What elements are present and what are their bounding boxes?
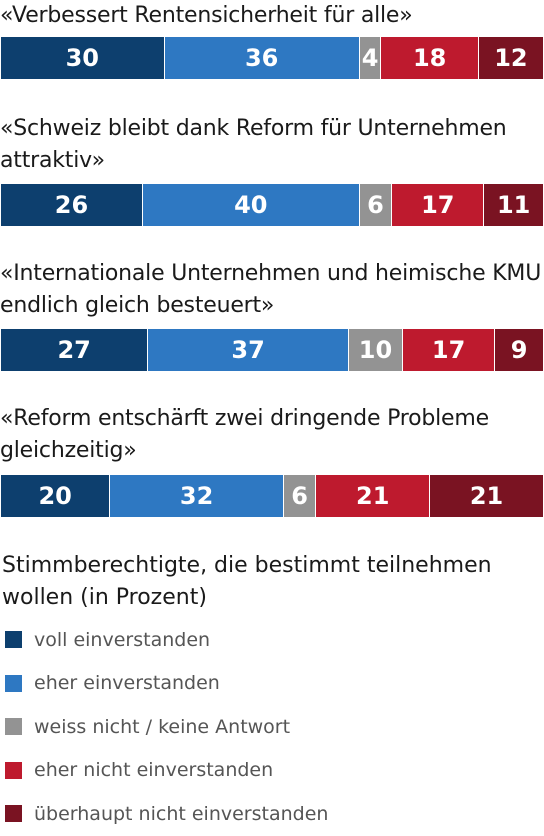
data-label: 9 xyxy=(510,336,528,364)
bar-segment: 21 xyxy=(315,475,430,517)
legend-label: überhaupt nicht einverstanden xyxy=(34,802,329,825)
legend-label: weiss nicht / keine Antwort xyxy=(34,715,291,738)
bar-segment: 20 xyxy=(1,475,110,517)
data-label: 12 xyxy=(494,44,528,72)
bar-segment: 18 xyxy=(380,37,478,79)
bar-segment: 30 xyxy=(1,37,164,79)
bar-segment: 40 xyxy=(141,184,359,226)
legend-swatch xyxy=(5,631,22,649)
bar-segment: 9 xyxy=(494,329,543,371)
stacked-bar: 26 40 6 17 11 xyxy=(1,184,543,226)
question-label: «Schweiz bleibt dank Reform für Unterneh… xyxy=(0,116,507,173)
data-label: 36 xyxy=(244,44,279,72)
bar-segment: 12 xyxy=(477,37,543,79)
data-label: 27 xyxy=(57,336,91,364)
question-label: «Verbessert Rentensicherheit für alle» xyxy=(0,3,413,28)
legend-item: weiss nicht / keine Antwort xyxy=(0,705,544,749)
data-label: 17 xyxy=(431,336,466,364)
legend-label: eher nicht einverstanden xyxy=(34,759,274,782)
bar-segment: 4 xyxy=(358,37,381,79)
data-label: 37 xyxy=(231,336,265,364)
bar-segment: 11 xyxy=(483,184,543,226)
data-label: 6 xyxy=(291,482,308,510)
bar-segment: 36 xyxy=(163,37,359,79)
legend-item: überhaupt nicht einverstanden xyxy=(0,792,544,836)
legend-swatch xyxy=(5,805,22,823)
bar-segment: 10 xyxy=(347,329,403,371)
legend-items: voll einverstanden eher einverstanden weis… xyxy=(0,618,544,836)
question-label: «Reform entschärft zwei dringende Proble… xyxy=(0,406,489,463)
legend-label: eher einverstanden xyxy=(34,672,220,695)
data-label: 30 xyxy=(65,44,99,72)
question-label: «Internationale Unternehmen und heimisch… xyxy=(0,261,542,318)
legend-item: eher nicht einverstanden xyxy=(0,749,544,793)
legend-swatch xyxy=(5,674,22,692)
legend-item: voll einverstanden xyxy=(0,618,544,662)
bar-segment: 6 xyxy=(358,184,392,226)
question-2: «Schweiz bleibt dank Reform für Unterneh… xyxy=(0,113,544,177)
bar-segment: 32 xyxy=(109,475,283,517)
legend-title: Stimmberechtigte, die bestimmt teilnehme… xyxy=(2,553,492,610)
data-label: 18 xyxy=(412,44,447,72)
bar-segment: 17 xyxy=(391,184,484,226)
bar-segment: 27 xyxy=(1,329,148,371)
bar-segment: 21 xyxy=(429,475,543,517)
bar-segment: 37 xyxy=(147,329,348,371)
data-label: 6 xyxy=(367,191,384,219)
stacked-bar: 30 36 4 18 12 xyxy=(1,37,543,79)
data-label: 20 xyxy=(38,482,72,510)
legend-item: eher einverstanden xyxy=(0,662,544,706)
data-label: 4 xyxy=(361,44,379,72)
question-3: «Internationale Unternehmen und heimisch… xyxy=(0,258,544,322)
bar-segment: 17 xyxy=(402,329,495,371)
data-label: 10 xyxy=(358,336,393,364)
data-label: 21 xyxy=(469,482,504,510)
data-label: 32 xyxy=(179,482,214,510)
legend-label: voll einverstanden xyxy=(34,628,211,651)
data-label: 17 xyxy=(421,191,455,219)
legend-swatch xyxy=(5,761,22,779)
data-label: 40 xyxy=(234,191,268,219)
legend: Stimmberechtigte, die bestimmt teilnehme… xyxy=(0,550,544,836)
data-label: 11 xyxy=(496,191,531,219)
question-1: «Verbessert Rentensicherheit für alle» xyxy=(0,0,544,32)
data-label: 21 xyxy=(356,482,390,510)
stacked-bar: 20 32 6 21 21 xyxy=(1,475,543,517)
question-4: «Reform entschärft zwei dringende Proble… xyxy=(0,403,544,467)
stacked-bar: 27 37 10 17 9 xyxy=(1,329,543,371)
legend-swatch xyxy=(5,718,22,736)
bar-segment: 26 xyxy=(1,184,142,226)
bar-segment: 6 xyxy=(282,475,316,517)
data-label: 26 xyxy=(54,191,89,219)
